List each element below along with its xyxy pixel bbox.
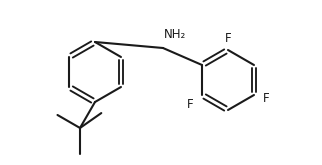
Text: NH₂: NH₂ — [164, 28, 186, 40]
Text: F: F — [225, 32, 231, 45]
Text: F: F — [263, 93, 269, 105]
Text: F: F — [187, 99, 193, 112]
